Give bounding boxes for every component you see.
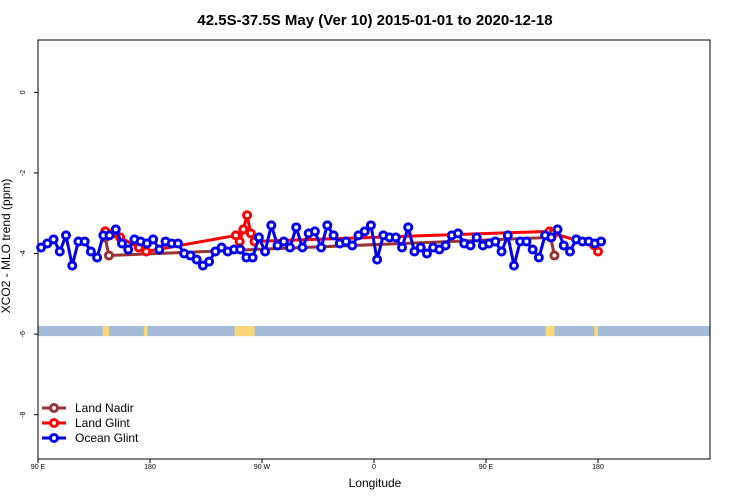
data-point xyxy=(191,254,202,265)
data-point xyxy=(48,234,59,245)
x-tick-label: 180 xyxy=(144,464,156,471)
data-point xyxy=(242,210,253,221)
data-point xyxy=(359,226,370,237)
x-tick-label: 90 E xyxy=(31,464,46,471)
data-point xyxy=(496,246,507,257)
data-point xyxy=(546,232,557,243)
series-ocean-glint xyxy=(36,219,607,271)
data-point xyxy=(266,220,277,231)
data-point xyxy=(85,246,96,257)
y-tick-label: -6 xyxy=(20,331,27,337)
data-point xyxy=(117,238,127,249)
data-point xyxy=(297,242,308,253)
data-point xyxy=(204,256,215,267)
legend-item: Ocean Glint xyxy=(42,431,139,445)
data-point xyxy=(490,236,501,247)
y-tick-label: -8 xyxy=(20,411,27,417)
data-point xyxy=(465,240,476,251)
data-point xyxy=(502,230,513,241)
y-tick-label: 0 xyxy=(20,90,27,94)
series-layer xyxy=(36,210,607,271)
x-tick-label: 0 xyxy=(372,464,376,471)
legend-swatch-marker xyxy=(49,403,59,413)
land-band-segment xyxy=(545,326,555,337)
data-point xyxy=(593,246,603,257)
data-point xyxy=(316,242,327,253)
land-band-segment xyxy=(102,326,109,337)
x-tick-label: 90 W xyxy=(254,464,271,471)
data-point xyxy=(104,230,115,241)
data-point xyxy=(440,240,451,251)
data-point xyxy=(509,260,519,271)
data-point xyxy=(245,228,256,239)
data-point xyxy=(110,224,121,235)
data-point xyxy=(154,244,165,255)
data-point xyxy=(527,244,538,255)
data-point xyxy=(403,222,414,233)
surface-band xyxy=(38,326,710,337)
data-point xyxy=(238,224,249,235)
data-point xyxy=(521,236,532,247)
data-point xyxy=(558,240,569,251)
land-band-segment xyxy=(143,326,148,337)
legend-label: Land Nadir xyxy=(75,401,134,415)
data-point xyxy=(552,224,563,235)
land-band-segment xyxy=(234,326,255,337)
data-point xyxy=(309,226,320,237)
x-axis: 90 E 180 90 W 0 90 E 180 xyxy=(31,459,604,471)
data-point xyxy=(285,242,295,253)
data-point xyxy=(372,254,383,265)
data-point xyxy=(549,250,560,261)
data-point xyxy=(247,252,258,263)
data-point xyxy=(453,228,463,239)
data-point xyxy=(421,248,432,259)
data-point xyxy=(415,242,426,253)
data-point xyxy=(328,230,339,241)
data-point xyxy=(61,230,71,241)
legend-item: Land Nadir xyxy=(42,401,134,415)
data-point xyxy=(596,236,607,247)
legend-item: Land Glint xyxy=(42,416,130,430)
data-point xyxy=(322,220,333,231)
data-point xyxy=(397,242,407,253)
data-point xyxy=(278,236,289,247)
data-point xyxy=(234,236,245,247)
legend-label: Land Glint xyxy=(75,416,130,430)
data-point xyxy=(565,246,575,257)
data-point xyxy=(92,252,103,263)
data-point xyxy=(260,246,271,257)
x-tick-label: 90 E xyxy=(479,464,494,471)
legend-label: Ocean Glint xyxy=(75,431,139,445)
data-point xyxy=(79,236,90,247)
x-axis-label: Longitude xyxy=(349,476,402,490)
y-tick-label: -4 xyxy=(20,250,27,256)
data-point xyxy=(54,246,65,257)
y-axis: 0 -2 -4 -6 -8 xyxy=(20,90,38,418)
data-point xyxy=(148,234,159,245)
data-point xyxy=(533,252,544,263)
data-point xyxy=(67,260,78,271)
data-point xyxy=(103,250,114,261)
legend-swatch-marker xyxy=(49,433,59,443)
data-point xyxy=(390,232,401,243)
data-point xyxy=(471,232,482,243)
series-line xyxy=(103,235,556,258)
x-tick-label: 180 xyxy=(592,464,604,471)
chart-title: 42.5S-37.5S May (Ver 10) 2015-01-01 to 2… xyxy=(197,12,552,29)
y-tick-label: -2 xyxy=(20,170,27,176)
data-point xyxy=(253,232,264,243)
data-point xyxy=(291,222,302,233)
ocean-band xyxy=(38,326,710,337)
data-point xyxy=(141,246,152,257)
y-axis-label: XCO2 - MLO trend (ppm) xyxy=(0,179,13,314)
data-point xyxy=(235,244,246,255)
data-point xyxy=(347,240,358,251)
land-band-segment xyxy=(594,326,598,337)
data-point xyxy=(173,238,183,249)
data-point xyxy=(123,244,134,255)
data-point xyxy=(365,220,376,231)
legend-swatch-marker xyxy=(49,418,59,428)
